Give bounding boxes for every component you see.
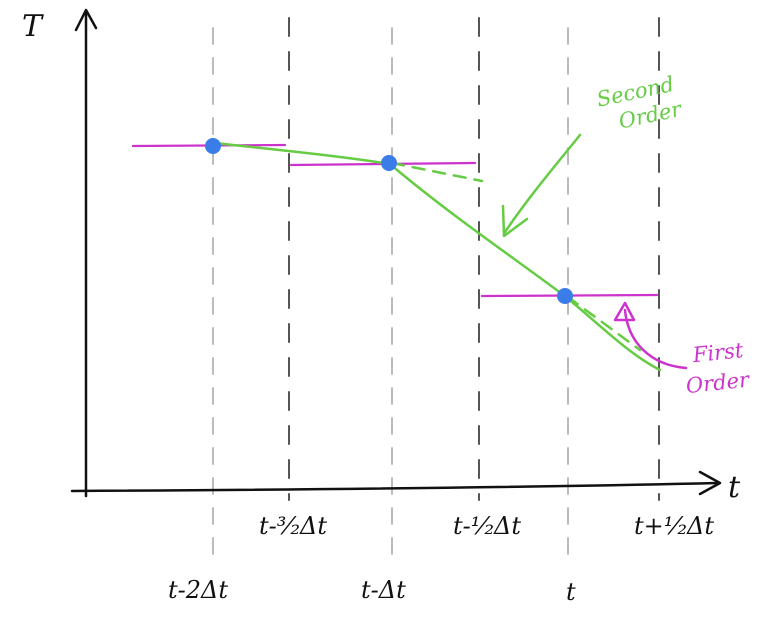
y-axis-arrowhead [74,8,98,32]
y-axis-label: T [22,9,44,44]
tick-label-t-plus-half-dt: t+¹⁄₂Δt [634,512,714,540]
tick-label-t-minus-dt: t-Δt [361,576,406,604]
x-axis-label: t [728,470,741,505]
point-t [557,288,573,304]
first-order-label-line-2: Order [685,367,752,398]
point-t-minus-2dt [205,138,221,154]
first-order-label: First Order [685,338,752,398]
x-axis [70,481,720,493]
tick-label-t-minus-half-dt: t-¹⁄₂Δt [453,512,521,540]
second-order-curve [212,141,662,372]
point-t-minus-dt [381,155,397,171]
x-axis-arrowhead [698,470,722,496]
second-order-solid [212,141,662,372]
axes [70,8,722,498]
second-order-arrow [501,133,582,238]
tick-label-t-minus-3half-dt: t-³⁄₂Δt [259,512,327,540]
second-order-extrapolation-1 [390,161,484,183]
second-order-label: Second Order [595,72,686,134]
halfstep-gridlines [288,17,660,501]
second-order-extrapolation-2 [566,295,642,352]
first-order-arrow [613,301,688,370]
first-order-label-line-1: First [691,338,745,367]
sample-points [205,138,573,304]
tick-label-t-minus-2dt: t-2Δt [168,576,228,604]
tick-label-t: t [566,578,576,606]
sample-gridlines [212,27,569,556]
